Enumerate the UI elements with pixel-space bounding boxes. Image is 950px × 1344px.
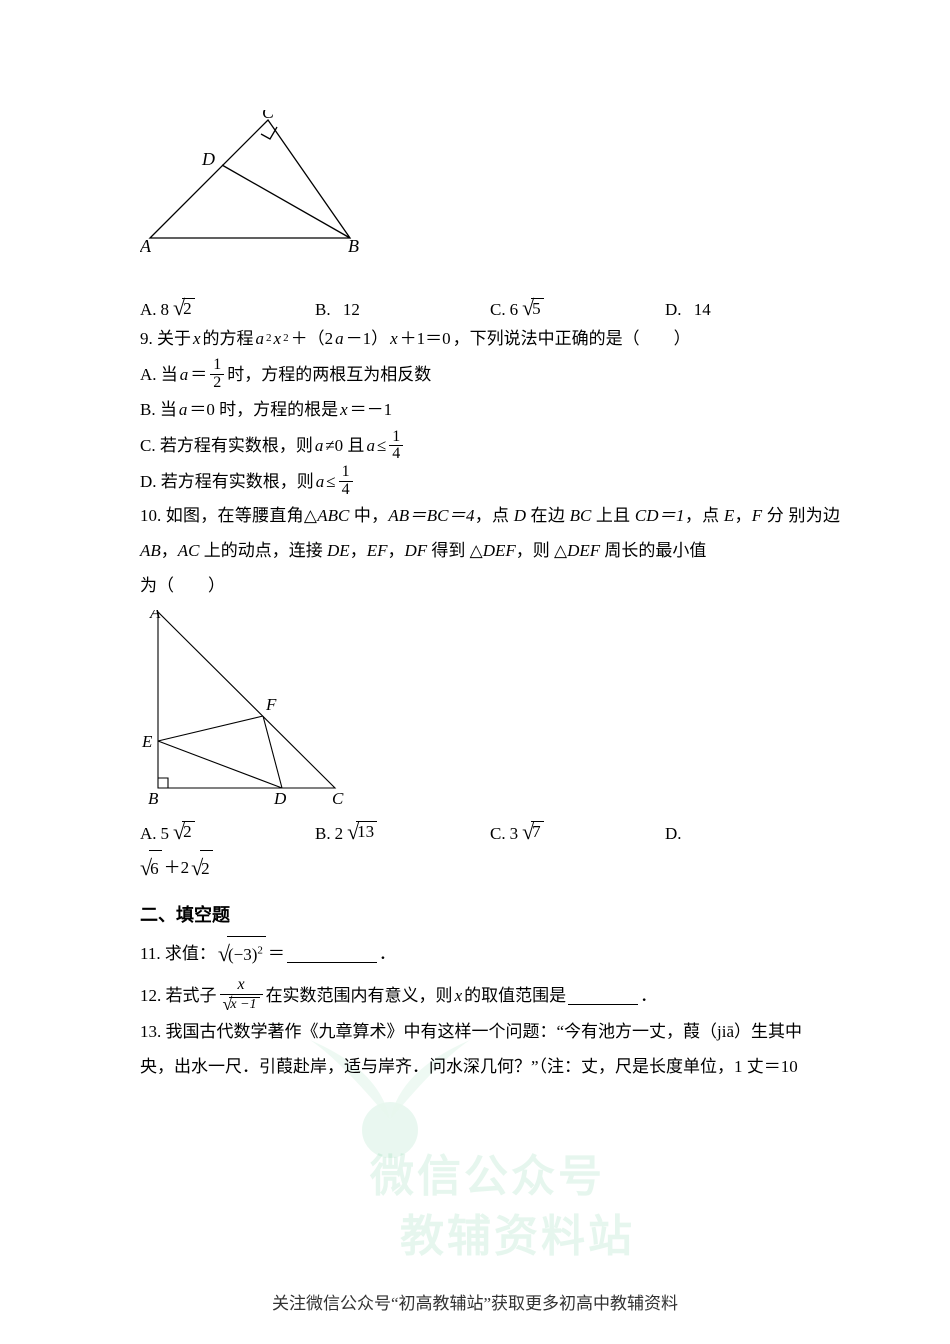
fig10-label-E: E xyxy=(141,732,153,751)
fig10-label-B: B xyxy=(148,789,159,808)
q10-option-D: D. xyxy=(665,824,840,844)
q9-option-D: D. 若方程有实数根，则 a≤ 14 xyxy=(140,464,840,500)
q9-option-C: C. 若方程有实数根，则 a≠0 且 a≤ 14 xyxy=(140,428,840,464)
q13: 13. 我国古代数学著作《九章算术》中有这样一个问题：“今有池方一丈，葭（jiā… xyxy=(140,1015,840,1085)
fig8-label-D: D xyxy=(201,149,215,169)
q8-option-C: C. 6 √5 xyxy=(490,295,665,321)
q10-option-A: A. 5 √2 xyxy=(140,819,315,845)
fig10-label-F: F xyxy=(265,695,277,714)
fig8-label-A: A xyxy=(140,236,152,256)
fig10-label-C: C xyxy=(332,789,344,808)
q10-figure: A B C D E F xyxy=(140,610,840,815)
q9-option-A: A. 当 a＝ 12 时，方程的两根互为相反数 xyxy=(140,357,840,393)
watermark-text-1: 微信公众号 xyxy=(370,1140,605,1204)
fig10-label-A: A xyxy=(149,610,161,622)
q8-option-B: B. 12 xyxy=(315,300,490,320)
fig10-label-D: D xyxy=(273,789,287,808)
q11-blank[interactable] xyxy=(287,946,377,963)
q12-blank[interactable] xyxy=(568,988,638,1005)
fig8-label-B: B xyxy=(348,236,359,256)
q8-options: A. 8 √2 B. 12 C. 6 √5 D. 14 xyxy=(140,295,840,321)
q8-option-D: D. 14 xyxy=(665,300,840,320)
section-2-heading: 二、填空题 xyxy=(140,901,840,927)
q12: 12. 若式子 x √x −1 在实数范围内有意义，则 x 的取值范围是 ． xyxy=(140,977,840,1015)
fig8-label-C: C xyxy=(262,110,275,122)
q8-option-A: A. 8 √2 xyxy=(140,295,315,321)
q9-option-B: B. 当 a＝0 时，方程的根是 x＝－1 xyxy=(140,392,840,428)
q10-options: A. 5 √2 B. 2 √13 C. 3 √7 D. xyxy=(140,819,840,845)
q8-figure: A B C D xyxy=(140,110,840,265)
q10-stem: 10. 如图，在等腰直角△ABC 中，AB＝BC＝4，点 D 在边 BC 上且 … xyxy=(140,499,840,604)
q9-stem: 9. 关于 x 的方程 a2x2＋（2a－1）x＋1＝0 ，下列说法中正确的是（… xyxy=(140,321,840,357)
page-footer: 关注微信公众号“初高教辅站”获取更多初高中教辅资料 xyxy=(0,1289,950,1314)
q10-option-C: C. 3 √7 xyxy=(490,819,665,845)
q10-option-D-cont: √6 ＋2 √2 xyxy=(140,845,840,891)
q11: 11. 求值： √(−3)2 ＝ ． xyxy=(140,931,840,977)
page-content: A B C D A. 8 √2 B. 12 C. 6 √5 D. 14 9. xyxy=(140,110,840,1085)
watermark-text-2: 教辅资料站 xyxy=(400,1200,635,1264)
q10-option-B: B. 2 √13 xyxy=(315,819,490,845)
